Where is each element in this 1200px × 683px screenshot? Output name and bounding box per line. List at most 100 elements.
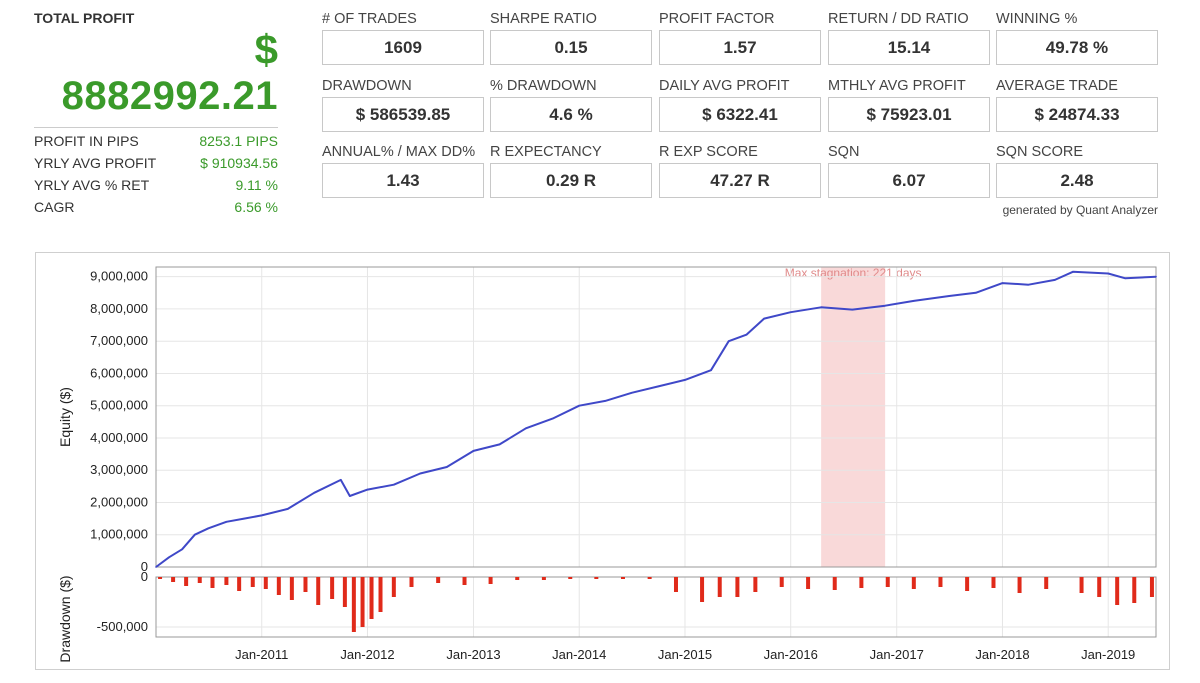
drawdown-bar bbox=[806, 577, 811, 589]
equity-point bbox=[1072, 271, 1074, 273]
drawdown-bars bbox=[158, 577, 1154, 632]
generated-by-text: generated by Quant Analyzer bbox=[1002, 203, 1158, 217]
equity-point bbox=[820, 306, 822, 309]
metric-profit-factor: PROFIT FACTOR 1.57 bbox=[659, 10, 821, 65]
equity-chart-frame: Max stagnation: 221 days 0 1,000,000 2,000… bbox=[35, 252, 1170, 670]
drawdown-bar bbox=[351, 577, 356, 632]
stat-value: $ 910934.56 bbox=[200, 155, 278, 171]
y-tick-labels: 0 1,000,000 2,000,000 3,000,000 4,000,000 5,0… bbox=[90, 269, 148, 634]
drawdown-bar bbox=[1044, 577, 1049, 589]
drawdown-bar bbox=[1079, 577, 1084, 593]
drawdown-bar bbox=[1132, 577, 1137, 603]
drawdown-bar bbox=[263, 577, 268, 589]
total-profit-value: 8882992.21 bbox=[61, 74, 278, 118]
y-tick-label: 2,000,000 bbox=[90, 494, 148, 509]
drawdown-bar bbox=[436, 577, 441, 583]
metric-label: % DRAWDOWN bbox=[490, 78, 597, 94]
drawdown-bar bbox=[1149, 577, 1154, 597]
y-tick-label: -500,000 bbox=[97, 619, 148, 634]
equity-point bbox=[763, 317, 765, 320]
drawdown-bar bbox=[462, 577, 467, 585]
drawdown-bar bbox=[378, 577, 383, 612]
equity-point bbox=[155, 566, 157, 568]
metric-label: # OF TRADES bbox=[322, 11, 417, 27]
summary-divider bbox=[34, 127, 278, 128]
y-tick-label: 5,000,000 bbox=[90, 398, 148, 413]
y-tick-label: 6,000,000 bbox=[90, 365, 148, 380]
drawdown-bar bbox=[885, 577, 890, 587]
metric-annual-max-dd: ANNUAL% / MAX DD% 1.43 bbox=[322, 143, 484, 198]
drawdown-bar bbox=[568, 577, 573, 579]
x-tick-label: Jan-2018 bbox=[975, 647, 1029, 662]
metric-label: SQN SCORE bbox=[996, 144, 1084, 160]
y-tick-label: 1,000,000 bbox=[90, 527, 148, 542]
equity-point bbox=[710, 369, 712, 372]
stat-value: 8253.1 PIPS bbox=[199, 133, 278, 149]
metric-value: 1609 bbox=[322, 30, 484, 65]
equity-point bbox=[851, 308, 854, 311]
drawdown-plot-frame bbox=[155, 576, 1157, 638]
metric-label: ANNUAL% / MAX DD% bbox=[322, 144, 476, 160]
drawdown-bar bbox=[515, 577, 520, 580]
metric-label: AVERAGE TRADE bbox=[996, 78, 1118, 94]
equity-point bbox=[446, 466, 448, 468]
metric-drawdown: DRAWDOWN $ 586539.85 bbox=[322, 77, 484, 132]
equity-point bbox=[948, 295, 950, 297]
drawdown-bar bbox=[391, 577, 396, 597]
drawdown-bar bbox=[369, 577, 374, 619]
drawdown-bar bbox=[210, 577, 215, 588]
metric-value: 15.14 bbox=[828, 30, 990, 65]
metric-value: 6.07 bbox=[828, 163, 990, 198]
stagnation-label: Max stagnation: 221 days bbox=[785, 266, 922, 280]
equity-plot-frame bbox=[155, 266, 1157, 568]
metric-return-dd-ratio: RETURN / DD RATIO 15.14 bbox=[828, 10, 990, 65]
drawdown-bar bbox=[197, 577, 202, 583]
stat-value: 9.11 % bbox=[235, 177, 278, 193]
drawdown-bar bbox=[171, 577, 176, 582]
stat-row-cagr: CAGR 6.56 % bbox=[34, 196, 278, 218]
metric-label: RETURN / DD RATIO bbox=[828, 11, 969, 27]
metric-label: R EXPECTANCY bbox=[490, 144, 602, 160]
total-profit-label: TOTAL PROFIT bbox=[34, 10, 135, 26]
equity-point bbox=[789, 311, 792, 313]
metric-pct-drawdown: % DRAWDOWN 4.6 % bbox=[490, 77, 652, 132]
drawdown-bar bbox=[647, 577, 652, 579]
metric-label: DAILY AVG PROFIT bbox=[659, 78, 790, 94]
x-tick-label: Jan-2011 bbox=[235, 647, 288, 662]
metric-daily-avg-profit: DAILY AVG PROFIT $ 6322.41 bbox=[659, 77, 821, 132]
drawdown-bar bbox=[224, 577, 229, 585]
metric-value: $ 586539.85 bbox=[322, 97, 484, 132]
equity-point bbox=[287, 508, 289, 510]
stat-label: PROFIT IN PIPS bbox=[34, 133, 139, 149]
stagnation-layer: Max stagnation: 221 days bbox=[785, 266, 922, 567]
equity-point bbox=[349, 495, 351, 497]
drawdown-bar bbox=[330, 577, 335, 599]
equity-point bbox=[366, 488, 369, 491]
stat-row-yearly-avg-profit: YRLY AVG PROFIT $ 910934.56 bbox=[34, 152, 278, 174]
drawdown-bar bbox=[735, 577, 740, 597]
equity-point bbox=[913, 300, 915, 302]
drawdown-bar bbox=[303, 577, 308, 592]
drawdown-bar bbox=[753, 577, 758, 592]
equity-point bbox=[393, 483, 395, 486]
equity-point bbox=[340, 479, 342, 481]
drawdown-bar bbox=[859, 577, 864, 588]
equity-point bbox=[1107, 272, 1110, 275]
metric-label: DRAWDOWN bbox=[322, 78, 412, 94]
metric-trades: # OF TRADES 1609 bbox=[322, 10, 484, 65]
equity-point bbox=[525, 427, 527, 430]
y-tick-label: 0 bbox=[141, 559, 148, 574]
drawdown-bar bbox=[965, 577, 970, 591]
summary-panel: TOTAL PROFIT $ 8882992.21 PROFIT IN PIPS… bbox=[34, 10, 278, 215]
metric-value: 47.27 R bbox=[659, 163, 821, 198]
stagnation-band bbox=[821, 267, 886, 567]
metric-value: 4.6 % bbox=[490, 97, 652, 132]
metric-r-expectancy: R EXPECTANCY 0.29 R bbox=[490, 143, 652, 198]
equity-point bbox=[207, 527, 210, 530]
drawdown-bar bbox=[276, 577, 281, 595]
drawdown-bar bbox=[938, 577, 943, 587]
equity-point bbox=[313, 492, 315, 494]
metric-sharpe-ratio: SHARPE RATIO 0.15 bbox=[490, 10, 652, 65]
metric-average-trade: AVERAGE TRADE $ 24874.33 bbox=[996, 77, 1158, 132]
equity-point bbox=[1054, 279, 1056, 281]
